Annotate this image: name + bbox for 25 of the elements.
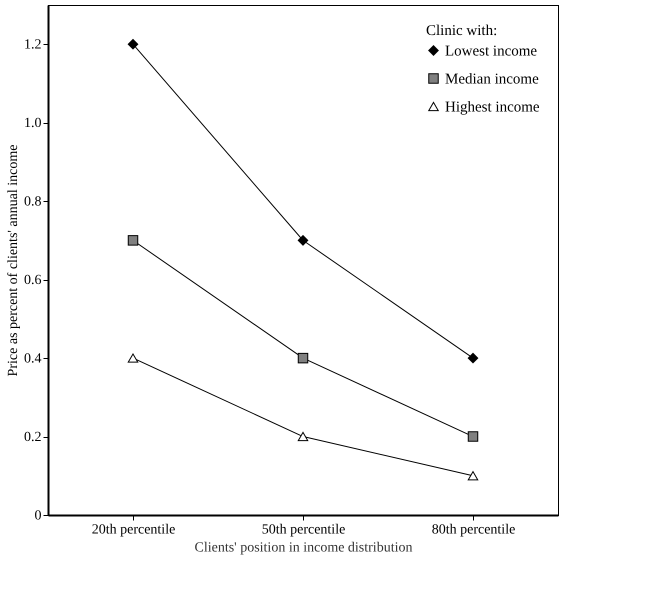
point — [468, 431, 478, 442]
point — [128, 235, 138, 246]
point — [298, 352, 308, 364]
legend-label: Highest income — [445, 100, 540, 116]
legend-title: Clinic with: — [426, 23, 498, 39]
y-tick-label: 0.6 — [24, 273, 42, 288]
x-tick-label: 20th percentile — [92, 522, 176, 538]
y-axis-title: Price as percent of clients' annual income — [6, 144, 21, 376]
point — [128, 353, 138, 363]
point — [298, 432, 308, 442]
point — [468, 471, 478, 480]
point — [128, 38, 138, 50]
legend-label: Median income — [445, 72, 540, 88]
legend-label: Lowest income — [445, 44, 538, 60]
point — [298, 235, 308, 246]
x-tick-label: 80th percentile — [432, 522, 516, 538]
y-tick-label: 1.2 — [24, 38, 42, 53]
point — [468, 352, 478, 364]
y-tick-label: 0.2 — [24, 430, 42, 446]
y-tick-label: 0.4 — [24, 352, 42, 367]
y-tick-label: 1.0 — [24, 116, 42, 132]
y-tick-label: 0 — [34, 508, 42, 524]
x-axis-title: Clients' position in income distribution — [194, 540, 412, 556]
x-tick-label: 50th percentile — [262, 522, 346, 538]
y-tick-label: 0.8 — [24, 194, 42, 210]
